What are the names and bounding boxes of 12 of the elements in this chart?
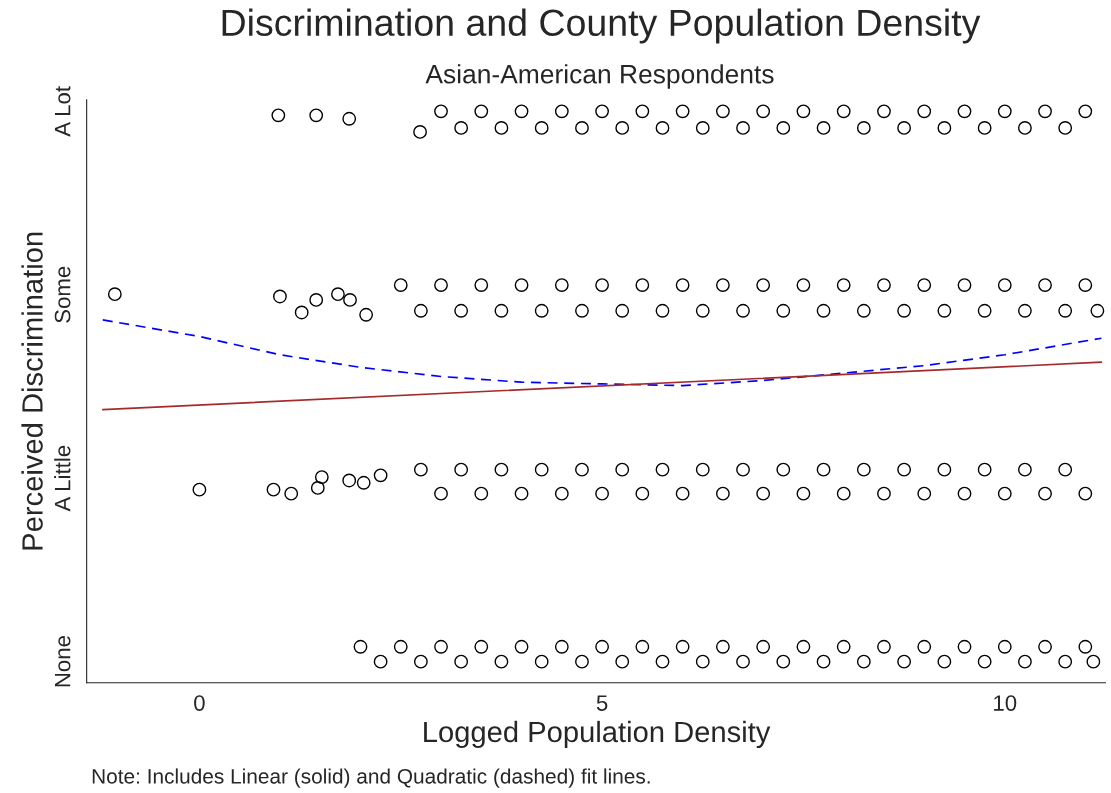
chart-subtitle: Asian-American Respondents <box>425 64 774 89</box>
category-label: A Little <box>54 445 71 512</box>
x-tick-label: 5 <box>596 695 608 711</box>
category-label: None <box>54 636 71 687</box>
y-axis-title: Perceived Discrimination <box>21 232 43 550</box>
x-tick-label: 10 <box>994 695 1017 711</box>
text: Note: Includes Linear (solid) and Quadratic (dashed) fit lines. <box>92 768 650 788</box>
x-tick-label: 0 <box>194 695 205 711</box>
category-label: A Lot <box>54 86 71 137</box>
category-label: Some <box>54 266 71 323</box>
x-axis-title: Logged Population Density <box>424 720 771 749</box>
chart-title: Discrimination and County Population Density <box>222 8 981 44</box>
